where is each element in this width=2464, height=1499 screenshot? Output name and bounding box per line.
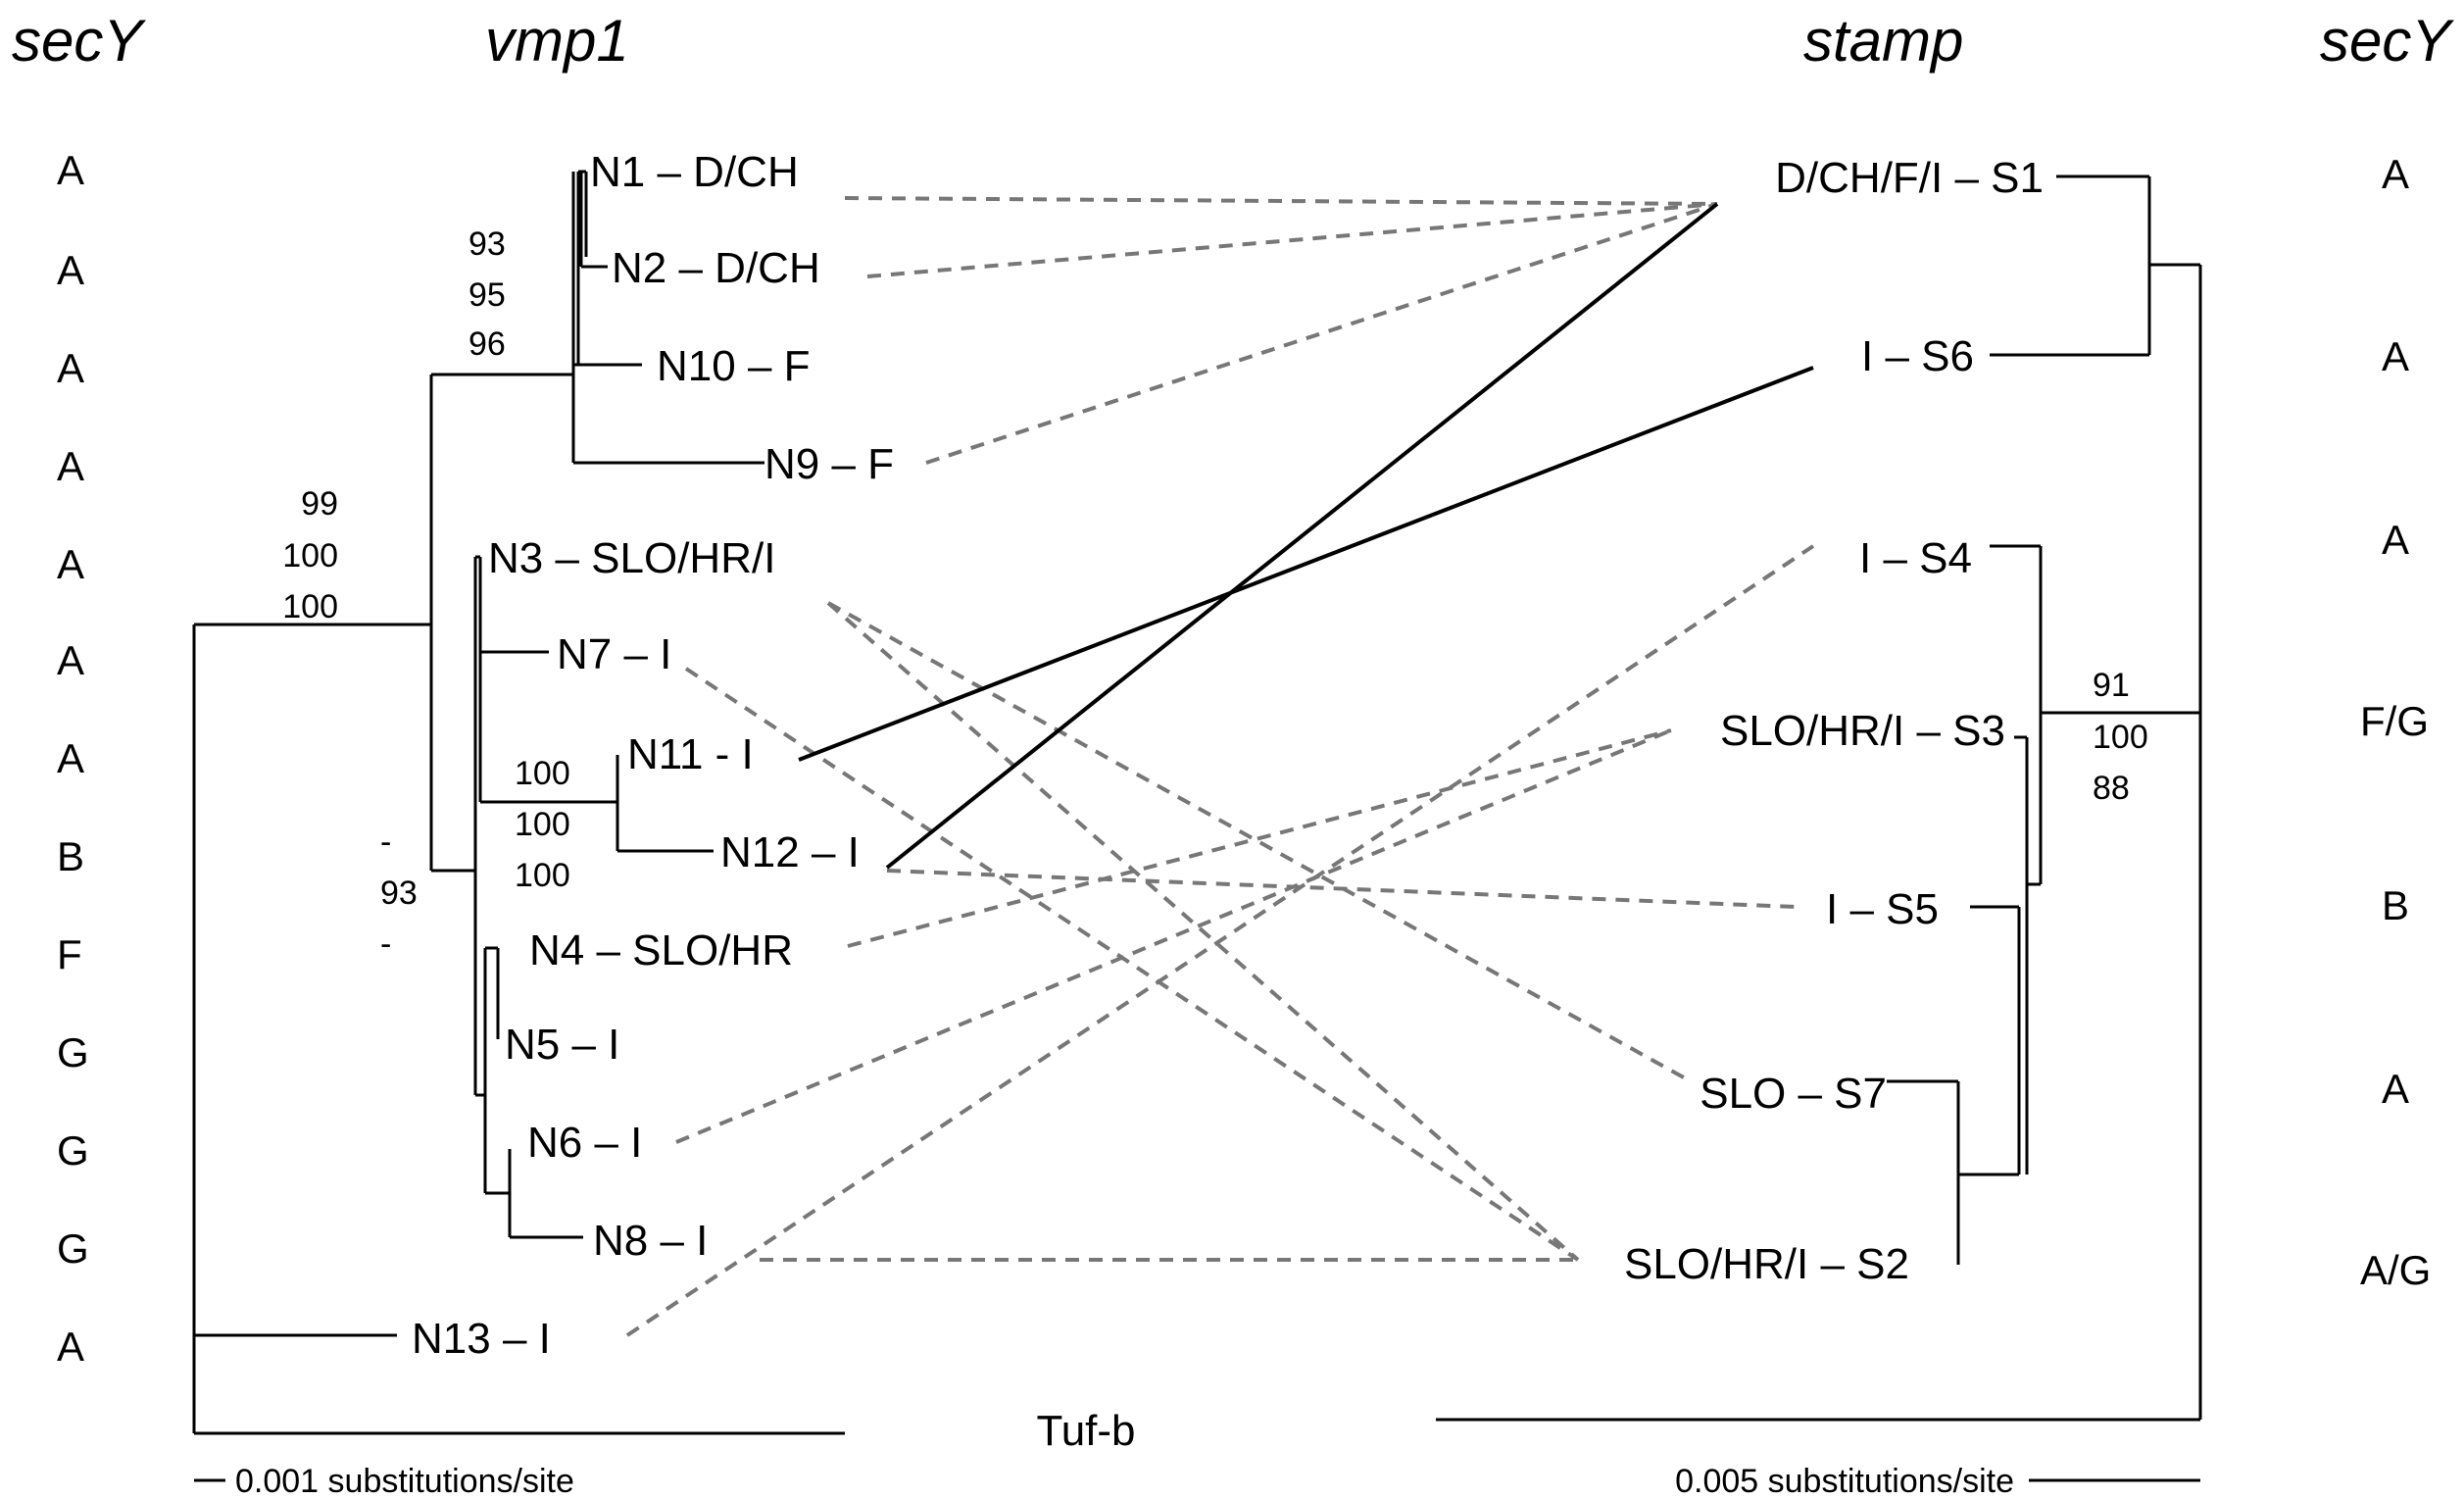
stamp-leaf: SLO/HR/I – S2 (1624, 1240, 1909, 1288)
vmp1-leaf: N4 – SLO/HR (529, 926, 793, 974)
stamp-leaf: D/CH/F/I – S1 (1775, 154, 2044, 202)
stamp-leaf: SLO – S7 (1700, 1070, 1887, 1118)
bootstrap-value: - (380, 925, 391, 963)
stamp-leaf: I – S5 (1826, 885, 1939, 933)
stamp-leaves: D/CH/F/I – S1 I – S6 I – S4 SLO/HR/I – S… (1624, 154, 2044, 1288)
link-n4-s3 (847, 728, 1672, 948)
right-secy-label: A/G (2360, 1247, 2431, 1293)
outgroup-label: Tuf-b (1036, 1407, 1135, 1455)
scale-label-right: 0.005 substitutions/site (1675, 1463, 2014, 1499)
vmp1-leaf: N1 – D/CH (590, 148, 799, 196)
left-secy-label: A (57, 147, 84, 193)
bootstrap-value: 93 (380, 874, 418, 912)
link-n11-s6 (798, 366, 1814, 762)
bootstrap-value: 100 (515, 857, 570, 894)
link-n7-s2 (684, 667, 1580, 1262)
bootstrap-value: 96 (468, 325, 506, 363)
vmp1-leaf: N10 – F (657, 342, 811, 390)
link-n3-s7 (827, 601, 1692, 1083)
left-secy-label: B (57, 833, 84, 879)
left-secy-label: A (57, 1324, 84, 1370)
left-secy-label: A (57, 637, 84, 683)
bootstrap-value: 91 (2093, 667, 2130, 704)
left-secy-label: G (57, 1029, 89, 1075)
scale-label-left: 0.001 substitutions/site (235, 1463, 574, 1499)
vmp1-leaf: N13 – I (412, 1315, 551, 1363)
association-links (625, 196, 1815, 1337)
link-n9-s1 (925, 202, 1718, 465)
stamp-tree (1436, 175, 2202, 1422)
link-n2-s1 (866, 202, 1718, 278)
header-secy-right: secY (2320, 8, 2454, 74)
vmp1-leaf: N6 – I (527, 1119, 642, 1167)
left-secy-label: A (57, 247, 84, 293)
bootstrap-value: 95 (468, 276, 506, 314)
bootstrap-value: 100 (515, 806, 570, 843)
vmp1-leaf: N9 – F (764, 440, 894, 488)
header-stamp: stamp (1803, 8, 1963, 74)
link-n6-s3 (675, 728, 1672, 1144)
link-n12-s1 (885, 202, 1719, 870)
link-n13-s4 (625, 544, 1815, 1337)
right-secy-label: A (2382, 517, 2409, 563)
bootstrap-value: 100 (282, 537, 338, 575)
bootstrap-value: 100 (515, 755, 570, 792)
vmp1-leaf: N2 – D/CH (612, 244, 820, 292)
stamp-leaf: I – S4 (1859, 534, 1972, 582)
left-secy-column: A A A A A A A B F G G G A (57, 147, 89, 1370)
right-secy-label: B (2382, 882, 2409, 928)
left-secy-label: A (57, 541, 84, 587)
left-secy-label: A (57, 345, 84, 391)
right-secy-label: A (2382, 1066, 2409, 1112)
right-secy-label: A (2382, 333, 2409, 379)
vmp1-leaves: N1 – D/CH N2 – D/CH N10 – F N9 – F N3 – … (412, 148, 894, 1363)
stamp-leaf: SLO/HR/I – S3 (1720, 707, 2005, 755)
vmp1-leaf: N12 – I (720, 828, 860, 876)
vmp1-leaf: N8 – I (593, 1217, 708, 1265)
stamp-bootstrap: 91 100 88 (2093, 667, 2148, 807)
bootstrap-value: 100 (2093, 719, 2148, 756)
bootstrap-value: 99 (301, 485, 338, 523)
link-n3-s2 (826, 601, 1580, 1262)
vmp1-leaf: N7 – I (557, 630, 671, 678)
stamp-leaf: I – S6 (1861, 332, 1974, 380)
bootstrap-value: 88 (2093, 770, 2130, 807)
vmp1-tree (192, 170, 845, 1435)
vmp1-bootstrap: 93 95 96 99 100 100 100 100 100 - 93 - (282, 225, 569, 963)
link-n1-s1 (844, 196, 1718, 206)
bootstrap-value: - (380, 824, 391, 861)
left-secy-label: A (57, 443, 84, 489)
bootstrap-value: 100 (282, 588, 338, 625)
right-secy-column: A A A F/G B A A/G (2360, 151, 2431, 1293)
vmp1-leaf: N3 – SLO/HR/I (488, 534, 775, 582)
left-secy-label: G (57, 1225, 89, 1272)
left-secy-label: F (57, 931, 82, 977)
header-vmp1: vmp1 (485, 8, 629, 74)
vmp1-leaf: N11 - I (627, 730, 754, 778)
header-secy-left: secY (12, 8, 146, 74)
link-n12-s5 (886, 869, 1797, 909)
right-secy-label: A (2382, 151, 2409, 197)
vmp1-leaf: N5 – I (505, 1021, 619, 1069)
right-secy-label: F/G (2360, 698, 2429, 744)
left-secy-label: G (57, 1127, 89, 1174)
bootstrap-value: 93 (468, 225, 506, 263)
left-secy-label: A (57, 735, 84, 781)
